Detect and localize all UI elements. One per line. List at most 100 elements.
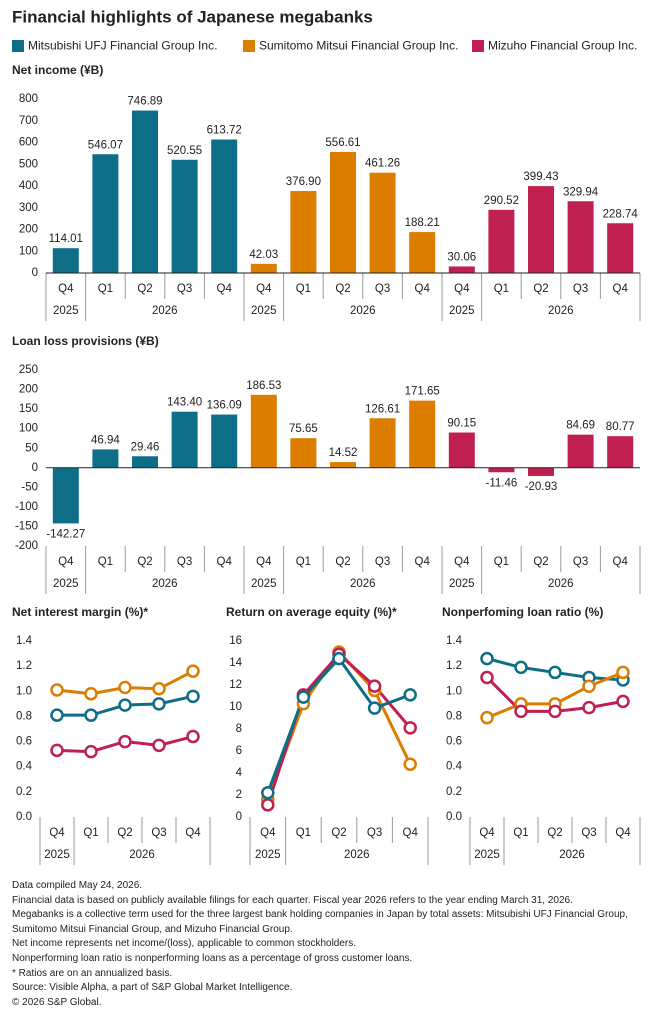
bar — [132, 456, 158, 468]
y-tick-label: 16 — [229, 635, 242, 647]
data-label: -20.93 — [525, 481, 558, 493]
data-label: 14.52 — [329, 447, 358, 459]
x-tick-label: Q3 — [573, 556, 588, 568]
y-tick-label: 600 — [19, 137, 38, 149]
x-tick-label: Q2 — [335, 283, 350, 295]
legend-swatch — [243, 40, 255, 52]
y-tick-label: 1.0 — [446, 685, 462, 697]
x-year-label: 2026 — [559, 849, 585, 861]
data-label: 186.53 — [246, 380, 281, 392]
y-tick-label: 2 — [236, 789, 242, 801]
point — [403, 757, 417, 771]
point — [118, 734, 132, 749]
data-label: 80.77 — [606, 421, 635, 433]
note: Data compiled May 24, 2026. — [12, 880, 143, 891]
point — [50, 683, 64, 697]
point — [84, 744, 98, 759]
point — [403, 721, 417, 735]
y-tick-label: 0.6 — [16, 736, 32, 748]
legend-label: Sumitomo Mitsui Financial Group Inc. — [259, 39, 458, 53]
chart-title: Net income (¥B) — [12, 63, 103, 77]
page-title: Financial highlights of Japanese megaban… — [12, 7, 373, 26]
x-tick-label: Q4 — [403, 827, 419, 839]
y-tick-label: 0.0 — [16, 811, 32, 823]
point — [118, 680, 132, 695]
point — [152, 697, 166, 711]
y-tick-label: 0.4 — [446, 761, 463, 773]
x-year-label: 2025 — [449, 305, 475, 317]
x-tick-label: Q4 — [454, 283, 470, 295]
point — [514, 660, 528, 675]
chart-title: Net interest margin (%)* — [12, 605, 148, 619]
bar — [250, 263, 277, 273]
line — [266, 649, 412, 800]
x-tick-label: Q4 — [454, 556, 470, 568]
bar — [171, 159, 198, 273]
point — [616, 694, 630, 709]
x-tick-label: Q1 — [296, 556, 311, 568]
bar — [567, 201, 594, 273]
y-tick-label: 250 — [19, 364, 38, 376]
x-tick-label: Q1 — [494, 556, 509, 568]
x-tick-label: Q4 — [256, 283, 272, 295]
data-label: 290.52 — [484, 195, 519, 207]
chart: Financial highlights of Japanese megaban… — [12, 7, 641, 865]
data-label: 556.61 — [325, 137, 360, 149]
x-tick-label: Q4 — [415, 283, 431, 295]
y-tick-label: 200 — [19, 224, 38, 236]
y-tick-label: 0.8 — [16, 710, 32, 722]
x-tick-label: Q3 — [375, 556, 390, 568]
note: Source: Visible Alpha, a part of S&P Glo… — [12, 982, 293, 994]
point — [50, 708, 64, 722]
x-tick-label: Q1 — [513, 827, 528, 839]
y-tick-label: 300 — [19, 202, 38, 214]
data-label: 520.55 — [167, 145, 202, 157]
y-tick-label: 14 — [229, 657, 242, 669]
line — [266, 656, 411, 794]
point — [50, 743, 64, 758]
y-tick-label: 0 — [236, 811, 242, 823]
bar — [488, 209, 515, 273]
point — [186, 729, 200, 744]
x-tick-label: Q4 — [260, 827, 276, 839]
bar — [290, 438, 317, 468]
point — [548, 704, 562, 719]
data-label: 399.43 — [523, 171, 558, 183]
x-year-label: 2025 — [44, 849, 70, 861]
x-tick-label: Q1 — [296, 827, 311, 839]
legend-label: Mitsubishi UFJ Financial Group Inc. — [28, 39, 217, 53]
bar — [409, 232, 436, 273]
x-tick-label: Q2 — [547, 827, 562, 839]
point — [261, 798, 275, 812]
bar — [448, 432, 475, 468]
point — [582, 679, 596, 694]
point — [403, 688, 417, 702]
x-tick-label: Q4 — [613, 283, 629, 295]
x-tick-label: Q1 — [98, 556, 113, 568]
bar — [567, 434, 594, 468]
x-tick-label: Q3 — [367, 827, 382, 839]
line — [266, 652, 412, 806]
bar — [330, 151, 356, 273]
bar — [92, 449, 119, 468]
chart-title: Return on average equity (%)* — [226, 605, 397, 619]
point — [118, 698, 132, 712]
y-tick-label: 8 — [236, 723, 242, 735]
x-year-label: 2025 — [53, 578, 79, 590]
x-tick-label: Q3 — [581, 827, 596, 839]
x-tick-label: Q4 — [615, 827, 631, 839]
note: * Ratios are on an annualized basis. — [12, 967, 173, 979]
y-tick-label: 700 — [19, 115, 38, 127]
y-tick-label: -200 — [15, 540, 38, 552]
note: © 2026 S&P Global. — [12, 996, 102, 1008]
x-tick-label: Q2 — [533, 283, 548, 295]
x-tick-label: Q4 — [415, 556, 431, 568]
y-tick-label: 150 — [19, 403, 38, 415]
bar — [528, 467, 554, 476]
bar — [488, 467, 515, 473]
data-label: 613.72 — [207, 125, 242, 137]
y-tick-label: -50 — [21, 481, 38, 493]
x-tick-label: Q4 — [479, 827, 495, 839]
x-tick-label: Q1 — [83, 827, 98, 839]
x-tick-label: Q4 — [613, 556, 629, 568]
